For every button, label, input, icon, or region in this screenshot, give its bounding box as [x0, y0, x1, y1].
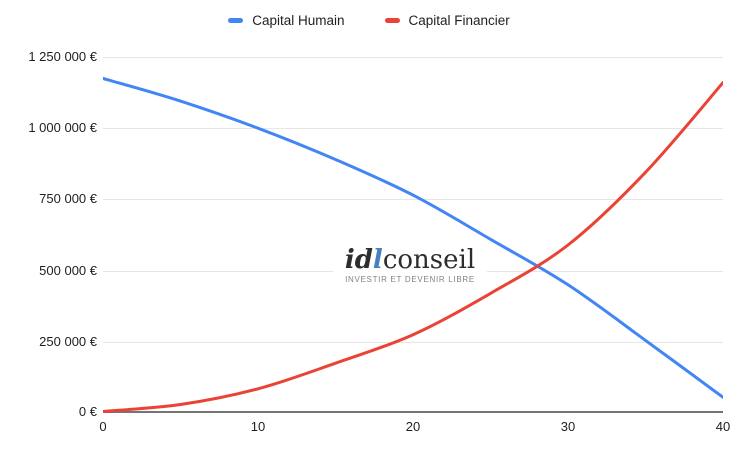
- watermark-tagline: INVESTIR ET DEVENIR LIBRE: [345, 275, 475, 284]
- chart-legend: Capital Humain Capital Financier: [0, 13, 738, 28]
- x-tick-label: 30: [560, 419, 576, 434]
- y-tick-label: 500 000 €: [39, 262, 97, 278]
- x-tick-label: 0: [99, 419, 107, 434]
- legend-label: Capital Financier: [408, 13, 510, 28]
- x-tick-label: 40: [715, 419, 731, 434]
- legend-item-capital-humain[interactable]: Capital Humain: [228, 13, 345, 28]
- series-line-capital-financier[interactable]: [103, 81, 723, 413]
- watermark-brand-suffix: conseil: [382, 245, 476, 275]
- legend-swatch: [384, 18, 400, 23]
- y-tick-label: 1 000 000 €: [28, 120, 97, 136]
- watermark-brand-accent: l: [372, 245, 383, 275]
- x-tick-label: 10: [250, 419, 266, 434]
- legend-label: Capital Humain: [252, 13, 345, 28]
- legend-item-capital-financier[interactable]: Capital Financier: [384, 13, 510, 28]
- series-line-capital-humain[interactable]: [103, 76, 723, 399]
- watermark-brand-prefix: id: [344, 245, 373, 275]
- y-tick-label: 250 000 €: [39, 333, 97, 349]
- legend-swatch: [228, 18, 244, 23]
- y-tick-label: 750 000 €: [39, 191, 97, 207]
- watermark: idlconseil INVESTIR ET DEVENIR LIBRE: [333, 247, 487, 284]
- plot-area: [103, 57, 723, 413]
- x-tick-label: 20: [405, 419, 421, 434]
- y-tick-label: 1 250 000 €: [28, 49, 97, 64]
- watermark-logo: idlconseil: [333, 247, 487, 273]
- y-tick-label: 0 €: [78, 403, 97, 419]
